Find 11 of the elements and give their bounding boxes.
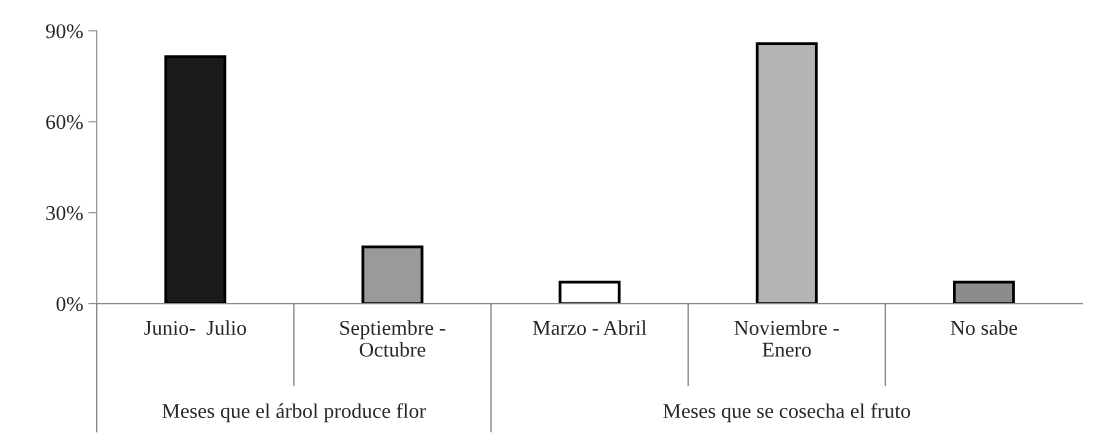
y-tick-label: 30% [46,206,83,221]
x-tick-label: Junio- Julio [144,320,247,335]
y-tick-label: 90% [46,24,83,39]
y-tick-label: 60% [46,115,83,130]
text: Meses que el árbol produce flor [162,403,426,423]
x-tick-label: No sabe [950,320,1018,335]
text: Meses que se cosecha el fruto [663,403,911,423]
x-tick-label: Marzo - Abril [532,320,647,335]
y-tick-label: 0% [56,296,83,312]
x-tick-label: Noviembre - Enero [734,320,839,357]
x-tick-label: Septiembre - Octubre [340,320,446,357]
